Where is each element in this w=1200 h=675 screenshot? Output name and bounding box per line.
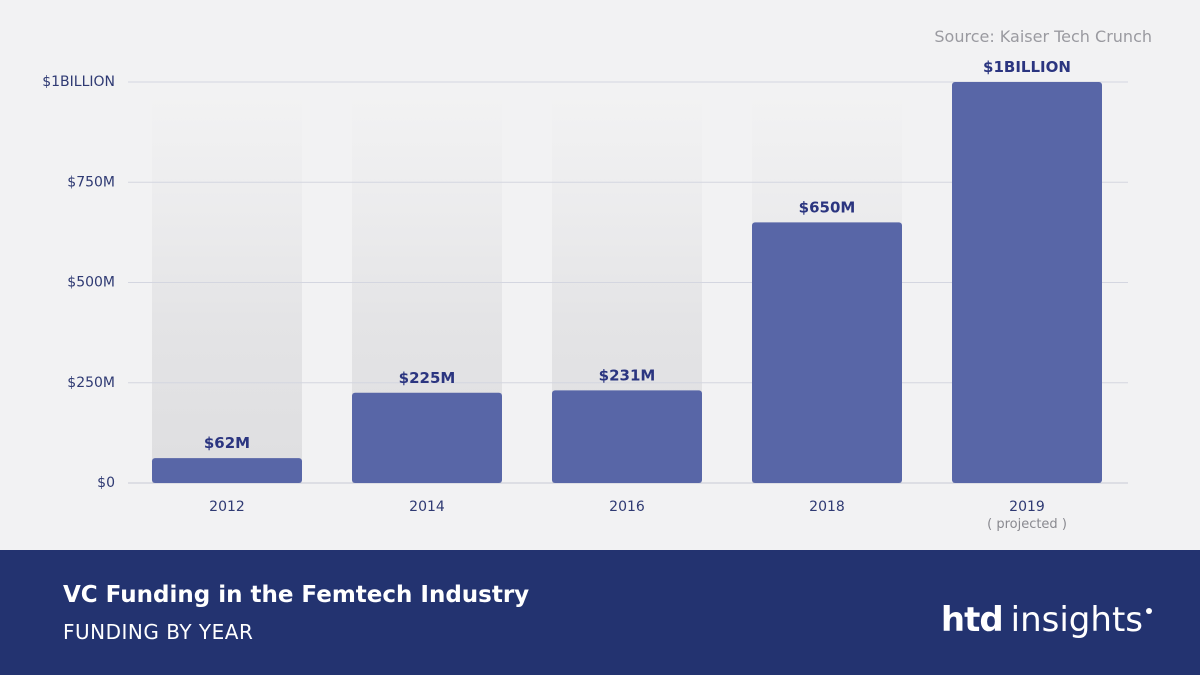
x-tick-label: 2014 bbox=[409, 499, 445, 515]
y-tick-label: $0 bbox=[97, 475, 115, 491]
bar-value-label: $1BILLION bbox=[983, 58, 1071, 76]
logo-dot-icon bbox=[1146, 608, 1152, 614]
bar bbox=[752, 222, 902, 483]
chart-title: VC Funding in the Femtech Industry bbox=[63, 582, 530, 608]
y-tick-label: $500M bbox=[67, 275, 115, 291]
bar bbox=[552, 390, 702, 483]
bar-value-label: $231M bbox=[599, 366, 656, 384]
y-tick-label: $250M bbox=[67, 375, 115, 391]
brand-logo: htd insights bbox=[941, 600, 1152, 640]
footer-banner: VC Funding in the Femtech Industry FUNDI… bbox=[0, 550, 1200, 675]
bar-value-label: $62M bbox=[204, 434, 250, 452]
y-tick-label: $750M bbox=[67, 174, 115, 190]
source-note: Source: Kaiser Tech Crunch bbox=[934, 27, 1152, 46]
bar bbox=[352, 392, 502, 483]
x-tick-label: 2012 bbox=[209, 499, 245, 515]
bar bbox=[952, 82, 1102, 483]
x-tick-label: 2016 bbox=[609, 499, 645, 515]
chart-subtitle: FUNDING BY YEAR bbox=[63, 620, 254, 644]
x-tick-label: 2018 bbox=[809, 499, 845, 515]
bar-chart: $0 $250M $500M $750M $1BILLION 2012 2014 2016 2… bbox=[42, 58, 1128, 532]
bar bbox=[152, 458, 302, 483]
bar-value-label: $225M bbox=[399, 369, 456, 387]
logo-wordmark-bold: htd bbox=[940, 600, 1004, 640]
bar-background-column bbox=[152, 92, 302, 483]
x-tick-note: ( projected ) bbox=[987, 517, 1067, 532]
bar-value-label: $650M bbox=[799, 198, 856, 216]
y-tick-label: $1BILLION bbox=[42, 74, 115, 90]
x-tick-label: 2019 bbox=[1009, 499, 1045, 515]
logo-wordmark-light: insights bbox=[1010, 600, 1143, 640]
